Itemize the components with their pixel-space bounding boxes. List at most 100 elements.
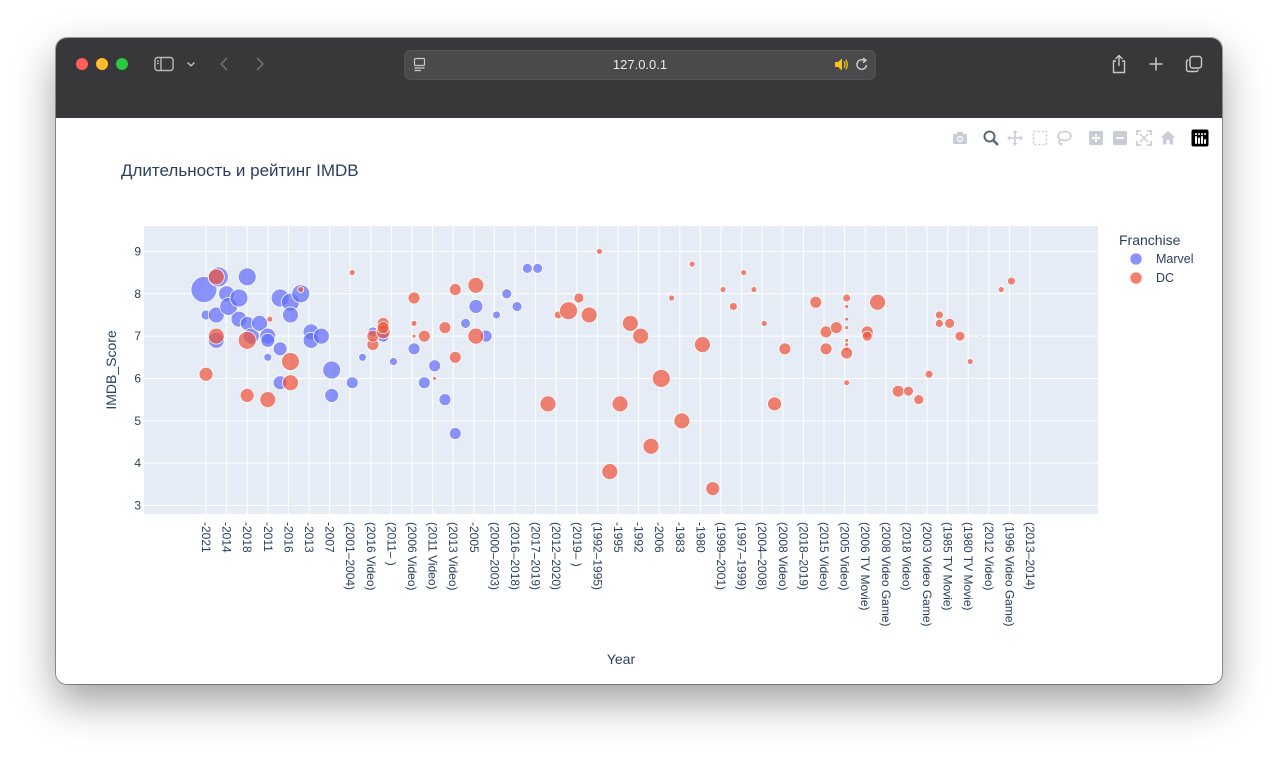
data-point-dc[interactable]: [668, 294, 675, 302]
data-point-dc[interactable]: [705, 481, 721, 496]
data-point-dc[interactable]: [804, 309, 807, 313]
data-point-dc[interactable]: [809, 295, 823, 309]
data-point-marvel[interactable]: [322, 360, 342, 380]
data-point-dc[interactable]: [842, 293, 852, 303]
data-point-dc[interactable]: [843, 379, 851, 387]
back-icon[interactable]: [216, 52, 232, 76]
data-point-dc[interactable]: [760, 320, 768, 327]
data-point-marvel[interactable]: [207, 306, 225, 324]
data-point-dc[interactable]: [438, 321, 452, 335]
chevron-down-icon[interactable]: [184, 52, 198, 76]
data-point-dc[interactable]: [376, 321, 390, 335]
data-point-marvel[interactable]: [324, 388, 340, 403]
data-point-dc[interactable]: [844, 316, 850, 322]
data-point-dc[interactable]: [886, 305, 890, 308]
data-point-dc[interactable]: [819, 342, 833, 356]
data-point-marvel[interactable]: [345, 376, 359, 390]
data-point-dc[interactable]: [944, 318, 956, 329]
data-point-dc[interactable]: [580, 306, 598, 324]
data-point-dc[interactable]: [448, 283, 462, 296]
data-point-dc[interactable]: [207, 268, 225, 286]
data-point-dc[interactable]: [844, 342, 850, 347]
data-point-marvel[interactable]: [237, 267, 257, 287]
pan-icon[interactable]: [1006, 129, 1024, 147]
forward-icon[interactable]: [252, 52, 268, 76]
imdb-scatter-chart[interactable]: Длительность и рейтинг IMDB 3 4 5 6 7 8 9 -202…: [56, 118, 1222, 684]
plotly-logo-icon[interactable]: [1191, 129, 1209, 147]
data-point-dc[interactable]: [281, 352, 300, 371]
data-point-marvel[interactable]: [251, 315, 268, 332]
data-point-dc[interactable]: [417, 329, 431, 343]
zoom-icon[interactable]: [982, 129, 1000, 147]
lasso-icon[interactable]: [1055, 129, 1073, 147]
data-point-marvel[interactable]: [468, 299, 484, 314]
data-point-marvel[interactable]: [282, 306, 299, 324]
data-point-dc[interactable]: [891, 384, 905, 398]
data-point-dc[interactable]: [621, 315, 639, 332]
data-point-dc[interactable]: [844, 304, 850, 309]
legend-item-marvel[interactable]: Marvel: [1129, 252, 1194, 266]
box-select-icon[interactable]: [1031, 129, 1049, 147]
data-point-marvel[interactable]: [389, 357, 398, 366]
data-point-marvel[interactable]: [272, 341, 288, 357]
address-bar[interactable]: 127.0.0.1: [404, 50, 876, 80]
data-point-dc[interactable]: [934, 319, 944, 328]
data-point-dc[interactable]: [979, 334, 982, 338]
data-point-dc[interactable]: [642, 437, 660, 455]
data-point-dc[interactable]: [198, 366, 214, 382]
data-point-dc[interactable]: [719, 286, 727, 293]
data-point-dc[interactable]: [632, 327, 650, 345]
reload-icon[interactable]: [855, 57, 869, 77]
plot-area[interactable]: [144, 226, 1098, 514]
zoom-in-icon[interactable]: [1087, 129, 1105, 147]
data-point-dc[interactable]: [903, 385, 914, 397]
data-point-dc[interactable]: [596, 248, 603, 255]
data-point-dc[interactable]: [861, 330, 873, 342]
data-point-marvel[interactable]: [407, 342, 421, 356]
plus-icon[interactable]: [1146, 52, 1166, 76]
data-point-dc[interactable]: [539, 395, 557, 413]
data-point-dc[interactable]: [411, 333, 417, 339]
data-point-dc[interactable]: [282, 374, 299, 392]
data-point-marvel[interactable]: [417, 376, 431, 390]
data-point-dc[interactable]: [207, 327, 225, 345]
data-point-marvel[interactable]: [358, 352, 367, 362]
data-point-dc[interactable]: [410, 320, 418, 327]
data-point-marvel[interactable]: [291, 284, 311, 304]
tabs-icon[interactable]: [1183, 52, 1205, 76]
data-point-dc[interactable]: [239, 388, 255, 403]
audio-icon[interactable]: [833, 57, 849, 77]
data-point-dc[interactable]: [601, 463, 619, 481]
data-point-marvel[interactable]: [460, 318, 471, 329]
data-point-dc[interactable]: [559, 301, 578, 321]
data-point-dc[interactable]: [407, 291, 421, 305]
data-point-marvel[interactable]: [312, 327, 330, 345]
data-point-dc[interactable]: [344, 288, 348, 291]
data-point-dc[interactable]: [869, 293, 886, 311]
data-point-dc[interactable]: [829, 321, 843, 335]
data-point-dc[interactable]: [432, 376, 438, 381]
data-point-dc[interactable]: [840, 346, 854, 360]
data-point-marvel[interactable]: [438, 393, 452, 407]
data-point-dc[interactable]: [934, 310, 944, 320]
close-window-button[interactable]: [76, 58, 88, 70]
sidebar-icon[interactable]: [153, 52, 175, 76]
data-point-dc[interactable]: [924, 369, 934, 379]
data-point-marvel[interactable]: [511, 301, 523, 312]
data-point-dc[interactable]: [966, 358, 974, 365]
data-point-dc[interactable]: [297, 286, 305, 293]
data-point-marvel[interactable]: [428, 359, 442, 373]
data-point-dc[interactable]: [467, 327, 485, 345]
data-point-dc[interactable]: [237, 330, 257, 350]
data-point-marvel[interactable]: [492, 310, 501, 320]
data-point-dc[interactable]: [954, 330, 966, 342]
data-point-dc[interactable]: [266, 315, 274, 323]
data-point-marvel[interactable]: [229, 288, 249, 308]
data-point-dc[interactable]: [1007, 276, 1016, 286]
data-point-marvel[interactable]: [260, 332, 276, 348]
zoom-out-icon[interactable]: [1111, 129, 1129, 147]
share-icon[interactable]: [1109, 52, 1129, 76]
data-point-marvel[interactable]: [448, 427, 462, 440]
data-point-dc[interactable]: [728, 302, 738, 311]
camera-icon[interactable]: [951, 129, 969, 147]
